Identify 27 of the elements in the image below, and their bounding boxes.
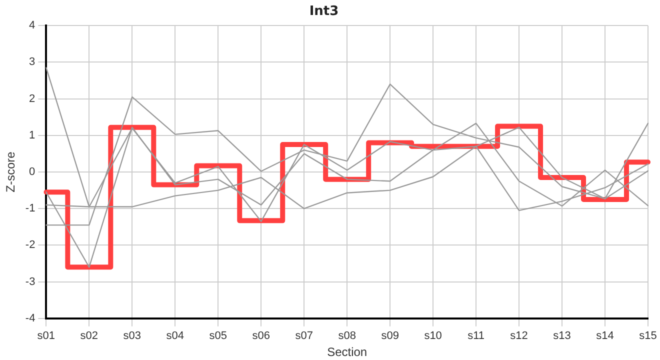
x-tick-label: s05 <box>209 330 228 342</box>
x-tick-label: s04 <box>166 330 184 342</box>
x-tick-label: s10 <box>424 330 442 342</box>
x-tick-label: s15 <box>639 330 657 342</box>
x-axis-title: Section <box>327 345 368 360</box>
y-tick-label: -1 <box>25 202 36 215</box>
x-tick-label: s09 <box>381 330 399 342</box>
x-tick-label: s02 <box>80 330 98 342</box>
x-tick-label: s07 <box>295 330 313 342</box>
y-tick-label: 1 <box>29 129 36 142</box>
y-tick-label: -3 <box>25 276 36 288</box>
y-tick-label: 4 <box>29 20 36 32</box>
y-axis-title: Z-score <box>4 151 18 192</box>
y-tick-label: -2 <box>25 239 36 252</box>
y-tick-label: 2 <box>29 92 36 105</box>
x-tick-label: s11 <box>468 330 485 342</box>
x-tick-label: s01 <box>37 330 56 342</box>
x-tick-label: s12 <box>510 330 528 342</box>
y-tick-label: 3 <box>29 56 36 68</box>
y-tick-label: -4 <box>25 312 36 324</box>
x-tick-label: s14 <box>596 330 614 342</box>
x-tick-label: s06 <box>252 330 270 342</box>
chart-title: Int3 <box>309 4 339 20</box>
x-tick-label: s03 <box>123 330 142 342</box>
x-tick-label: s08 <box>338 330 356 342</box>
y-tick-label: 0 <box>29 166 36 178</box>
x-tick-label: s13 <box>553 330 571 342</box>
